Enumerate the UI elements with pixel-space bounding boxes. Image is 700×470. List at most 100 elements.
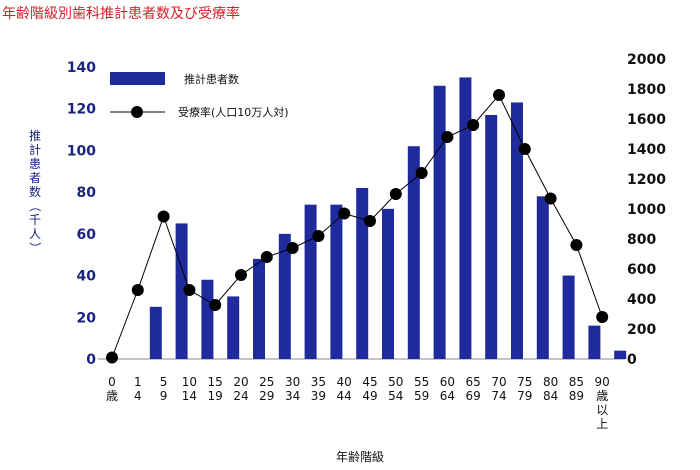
bar-15 bbox=[511, 102, 523, 359]
bar-18 bbox=[588, 325, 601, 359]
x-tick-label: 24 bbox=[233, 389, 248, 403]
y-axis-label-char: 患 bbox=[29, 157, 41, 171]
x-tick-label: 14 bbox=[182, 389, 197, 403]
y-axis-label-char: 千 bbox=[29, 213, 41, 227]
x-tick-label: 60 bbox=[440, 375, 455, 389]
legend-line-label: 受療率(人口10万人対) bbox=[178, 105, 289, 119]
bar-10 bbox=[382, 208, 394, 359]
rate-point-1 bbox=[131, 284, 144, 296]
x-tick-label: 50 bbox=[388, 375, 403, 389]
y-right-tick-label: 800 bbox=[627, 232, 656, 248]
x-tick-label: 64 bbox=[440, 389, 455, 403]
rate-point-17 bbox=[544, 192, 557, 205]
y-axis-label-char: 者 bbox=[29, 171, 41, 185]
bar-2 bbox=[175, 223, 188, 359]
rate-point-6 bbox=[260, 251, 273, 263]
bar-17 bbox=[562, 275, 575, 359]
y-left-tick-label: 140 bbox=[67, 60, 96, 76]
y-axis-label-char: （ bbox=[28, 200, 42, 212]
x-tick-label: 90 bbox=[595, 375, 610, 389]
legend-bar-swatch bbox=[110, 72, 165, 85]
y-left-tick-label: 20 bbox=[77, 310, 97, 326]
x-tick-label: 25 bbox=[259, 375, 274, 389]
y-left-tick-label: 100 bbox=[67, 143, 96, 159]
line-series bbox=[106, 89, 609, 364]
y-axis-label-char: 推 bbox=[29, 129, 41, 143]
x-tick-label: 34 bbox=[285, 389, 300, 403]
x-tick-label: 19 bbox=[208, 389, 223, 403]
bar-16 bbox=[536, 196, 549, 359]
bar-12 bbox=[433, 85, 446, 360]
rate-point-18 bbox=[570, 239, 583, 251]
y-right-tick-label: 1400 bbox=[627, 142, 666, 158]
x-tick-label: 69 bbox=[466, 389, 481, 403]
x-tick-label: 29 bbox=[259, 389, 274, 403]
rate-point-13 bbox=[441, 131, 454, 143]
bar-6 bbox=[278, 233, 291, 359]
x-tick-label: 75 bbox=[517, 375, 532, 389]
legend-bar-label: 推計患者数 bbox=[184, 72, 239, 86]
x-tick-label: 10 bbox=[182, 375, 197, 389]
x-tick-label: 9 bbox=[160, 389, 168, 403]
bar-14 bbox=[485, 114, 498, 359]
bar-3 bbox=[201, 279, 214, 359]
x-tick-label: 54 bbox=[388, 389, 403, 403]
x-tick-label: 49 bbox=[362, 389, 377, 403]
x-tick-label: 上 bbox=[596, 417, 608, 431]
x-tick-label: 55 bbox=[414, 375, 429, 389]
x-tick-label: 45 bbox=[362, 375, 377, 389]
x-axis-label: 年齢階級 bbox=[336, 449, 384, 464]
y-right-tick-label: 200 bbox=[627, 322, 656, 338]
right-axis: 0 200 400 600 800 1000 1200 1400 1600 1800 2000 bbox=[627, 52, 666, 368]
x-tick-label: 44 bbox=[337, 389, 352, 403]
bar-13 bbox=[459, 77, 472, 359]
left-axis: 0 20 40 60 80 100 120 140 bbox=[67, 60, 96, 368]
y-left-tick-label: 60 bbox=[77, 227, 97, 243]
rate-point-8 bbox=[312, 230, 325, 242]
rate-point-0 bbox=[106, 351, 118, 364]
bar-8 bbox=[330, 204, 343, 359]
rate-point-2 bbox=[157, 210, 170, 223]
y-axis-label-char: 計 bbox=[29, 142, 41, 157]
x-tick-label: 84 bbox=[543, 389, 558, 403]
x-tick-label: 歳 bbox=[106, 389, 118, 403]
rate-point-15 bbox=[493, 89, 505, 101]
y-axis-label-char: 人 bbox=[29, 227, 41, 241]
y-right-tick-label: 2000 bbox=[627, 52, 666, 68]
x-tick-label: 65 bbox=[466, 375, 481, 389]
y-right-tick-label: 1600 bbox=[627, 112, 666, 128]
bar-1 bbox=[149, 306, 162, 359]
x-tick-label: 以 bbox=[596, 403, 608, 417]
y-left-tick-label: 40 bbox=[77, 269, 97, 285]
rate-point-11 bbox=[389, 188, 402, 200]
y-right-tick-label: 1200 bbox=[627, 172, 666, 188]
x-tick-label: 15 bbox=[208, 375, 223, 389]
x-tick-label: 85 bbox=[569, 375, 584, 389]
rate-point-12 bbox=[415, 167, 428, 179]
bar-7 bbox=[304, 204, 317, 359]
rate-point-9 bbox=[338, 207, 351, 220]
bar-11 bbox=[407, 146, 420, 359]
x-tick-label: 59 bbox=[414, 389, 429, 403]
legend-line-marker bbox=[131, 106, 143, 118]
x-axis: 0歳14591014151920242529303435394044454950… bbox=[106, 375, 610, 431]
rate-point-14 bbox=[467, 119, 480, 131]
x-tick-label: 39 bbox=[311, 389, 326, 403]
y-right-tick-label: 1000 bbox=[627, 202, 666, 218]
y-right-tick-label: 1800 bbox=[627, 82, 666, 98]
x-tick-label: 70 bbox=[491, 375, 506, 389]
x-tick-label: 1 bbox=[134, 375, 142, 389]
bar-9 bbox=[356, 187, 369, 359]
rate-point-7 bbox=[286, 242, 299, 254]
x-tick-label: 0 bbox=[108, 375, 116, 389]
y-axis-label: 推計患者数（千人） bbox=[28, 129, 42, 254]
rate-point-19 bbox=[596, 311, 609, 323]
x-tick-label: 35 bbox=[311, 375, 326, 389]
x-tick-label: 20 bbox=[233, 375, 248, 389]
x-tick-label: 80 bbox=[543, 375, 558, 389]
bar-19 bbox=[614, 350, 627, 359]
y-left-tick-label: 80 bbox=[77, 185, 97, 201]
x-tick-label: 40 bbox=[337, 375, 352, 389]
y-right-tick-label: 600 bbox=[627, 262, 656, 278]
